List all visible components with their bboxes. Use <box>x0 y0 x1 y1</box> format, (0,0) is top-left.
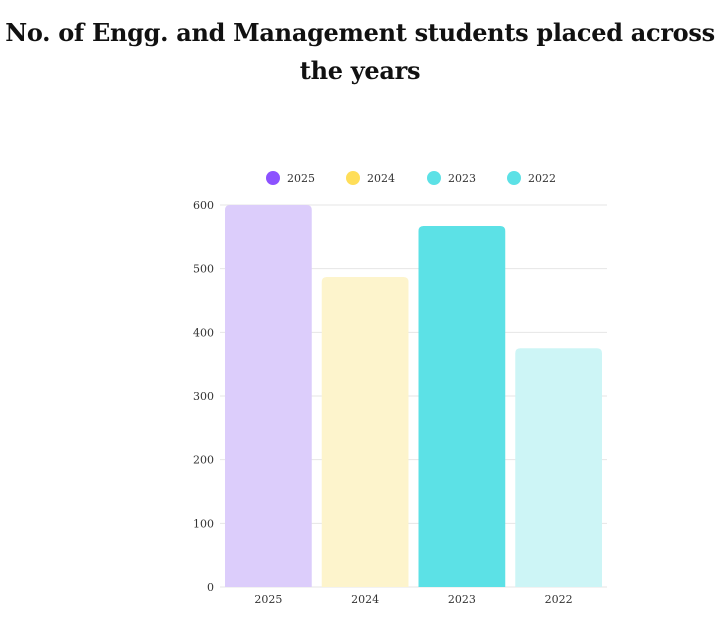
y-tick-label: 300 <box>193 390 214 403</box>
y-tick-label: 600 <box>193 199 214 212</box>
y-tick-label: 100 <box>193 517 214 530</box>
x-tick-label: 2023 <box>448 593 476 606</box>
legend-label: 2023 <box>448 172 476 185</box>
y-tick-label: 0 <box>207 581 214 594</box>
bar-2022 <box>515 348 602 587</box>
legend-label: 2022 <box>528 172 556 185</box>
legend-label: 2024 <box>367 172 395 185</box>
legend-marker-2022 <box>507 171 521 185</box>
bar-2025 <box>225 205 312 587</box>
x-tick-label: 2022 <box>545 593 573 606</box>
y-tick-label: 500 <box>193 263 214 276</box>
bar-2023 <box>418 226 506 587</box>
bar-2024 <box>321 276 409 587</box>
y-tick-label: 400 <box>193 326 214 339</box>
legend-marker-2023 <box>427 171 441 185</box>
legend-label: 2025 <box>287 172 315 185</box>
legend-marker-2024 <box>346 171 360 185</box>
x-tick-label: 2025 <box>254 593 282 606</box>
y-tick-label: 200 <box>193 454 214 467</box>
x-tick-label: 2024 <box>351 593 379 606</box>
legend-marker-2025 <box>266 171 280 185</box>
chart-title: No. of Engg. and Management students pla… <box>5 18 715 85</box>
